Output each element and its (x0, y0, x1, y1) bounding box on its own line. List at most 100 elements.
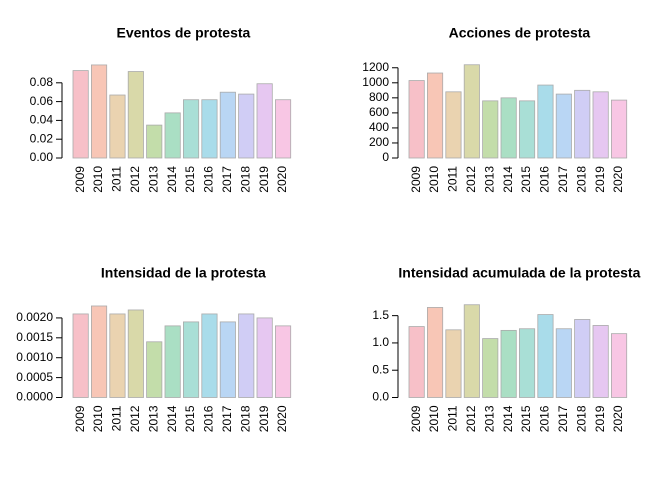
x-tick-label: 2009 (409, 166, 423, 193)
y-tick-label: 400 (369, 120, 389, 134)
x-tick-label: 2009 (73, 405, 87, 432)
bar (146, 124, 163, 159)
x-tick-label: 2012 (128, 166, 142, 193)
x-tick-label: 2011 (446, 166, 460, 192)
x-tick-label: 2018 (574, 166, 588, 193)
x-tick-label: 2020 (275, 166, 289, 193)
x-tick-label: 2016 (538, 405, 552, 432)
x-tick-label: 2020 (275, 405, 289, 432)
bar (537, 84, 554, 159)
bar (72, 313, 89, 398)
y-tick-label: 0.0000 (16, 390, 53, 404)
x-tick-label: 2015 (519, 405, 533, 432)
bar (519, 100, 536, 159)
y-tick-label: 0.08 (30, 75, 54, 89)
panel: Acciones de protesta 02004006008001000120… (362, 25, 628, 193)
x-tick-label: 2016 (538, 166, 552, 193)
x-tick-label: 2009 (73, 166, 87, 193)
x-tick-label: 2020 (611, 405, 625, 432)
x-tick-label: 2014 (501, 405, 515, 432)
chart-title: Intensidad de la protesta (101, 265, 266, 281)
x-tick-label: 2017 (556, 405, 570, 432)
x-tick-label: 2014 (165, 166, 179, 193)
y-tick-label: 0.0010 (16, 350, 53, 364)
chart-title: Eventos de protesta (116, 25, 250, 41)
bar (500, 97, 517, 159)
bar (463, 64, 480, 159)
x-tick-label: 2011 (446, 405, 460, 431)
bar (219, 321, 236, 398)
chart-title: Acciones de protesta (449, 25, 591, 41)
x-tick-label: 2012 (128, 405, 142, 432)
bar (592, 91, 609, 159)
bar (482, 338, 499, 398)
x-tick-label: 2017 (220, 405, 234, 432)
bar (426, 307, 444, 398)
y-tick-label: 1.0 (372, 335, 389, 349)
x-tick-label: 2013 (482, 166, 496, 193)
bar (519, 328, 536, 398)
bar (164, 112, 181, 159)
bar (555, 93, 572, 159)
bar (574, 89, 591, 159)
y-tick-label: 200 (369, 135, 389, 149)
y-tick-label: 1.5 (372, 308, 389, 322)
y-tick-label: 0.00 (30, 150, 54, 164)
bar (72, 70, 89, 159)
x-tick-label: 2012 (464, 405, 478, 432)
bar (201, 99, 218, 159)
bar (408, 326, 425, 398)
bar (146, 341, 163, 398)
bar (127, 71, 144, 159)
bar (611, 333, 628, 398)
x-tick-label: 2015 (183, 405, 197, 432)
panel: Eventos de protesta 0.00 0.02 0.04 0.06 0.08 2… (30, 25, 292, 193)
y-tick-label: 0.0015 (16, 330, 53, 344)
panel: Intensidad de la protesta 0.0000 0.0005 0.0… (16, 265, 292, 432)
x-tick-label: 2015 (183, 166, 197, 193)
y-tick-label: 600 (369, 105, 389, 119)
bar (109, 94, 126, 159)
bar (274, 325, 292, 398)
bar (463, 304, 480, 398)
panel: Intensidad acumulada de la protesta 0.0 0.… (372, 265, 640, 433)
x-tick-label: 2011 (110, 166, 124, 192)
x-tick-label: 2010 (91, 405, 105, 432)
x-tick-label: 2013 (482, 405, 496, 432)
bar (201, 313, 218, 398)
bar (274, 99, 292, 159)
y-tick-label: 1000 (362, 75, 389, 89)
x-tick-label: 2012 (464, 166, 478, 193)
y-tick-label: 0 (382, 150, 389, 164)
x-tick-label: 2010 (427, 405, 441, 432)
x-tick-label: 2013 (146, 166, 160, 193)
x-tick-label: 2009 (409, 405, 423, 432)
x-tick-label: 2019 (257, 405, 271, 432)
bar (238, 313, 255, 398)
bar (182, 99, 200, 159)
bar (592, 325, 609, 398)
x-tick-label: 2013 (146, 405, 160, 432)
y-tick-label: 0.0020 (16, 310, 53, 324)
bar (611, 99, 628, 159)
x-tick-label: 2014 (165, 405, 179, 432)
x-tick-label: 2019 (593, 405, 607, 432)
bar (109, 313, 126, 398)
bar (537, 314, 554, 398)
x-tick-label: 2016 (202, 405, 216, 432)
y-tick-label: 1200 (362, 60, 389, 74)
bar (482, 100, 499, 159)
bar (426, 72, 444, 159)
x-tick-label: 2018 (238, 405, 252, 432)
bar (127, 309, 144, 398)
x-tick-label: 2010 (91, 166, 105, 193)
x-tick-label: 2016 (202, 166, 216, 193)
x-tick-label: 2017 (220, 166, 234, 193)
bar (182, 321, 200, 398)
y-tick-label: 800 (369, 90, 389, 104)
x-tick-label: 2017 (556, 166, 570, 193)
bar (256, 317, 273, 398)
x-tick-label: 2011 (110, 405, 124, 431)
y-tick-label: 0.02 (30, 131, 54, 145)
